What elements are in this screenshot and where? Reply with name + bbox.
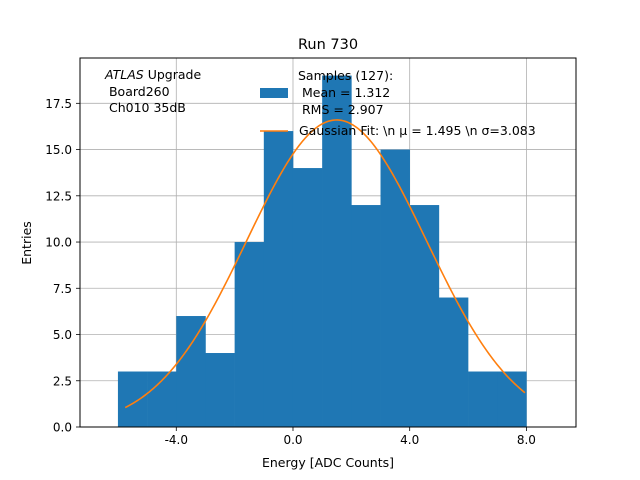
y-tick-label-0: 0.0: [53, 421, 72, 435]
gaussian-fit: [124, 119, 526, 409]
histogram-bar-9: [380, 149, 410, 427]
legend-samples-line-1: Samples (127):: [298, 68, 393, 83]
x-tick-label-0: -4.0: [165, 433, 188, 447]
histogram-bar-5: [263, 131, 294, 427]
histogram-bar-12: [468, 371, 498, 427]
y-tick-label-3: 7.5: [53, 282, 72, 296]
legend: Samples (127): Mean = 1.312 RMS = 2.907 …: [260, 68, 536, 138]
histogram-bar-6: [292, 168, 323, 428]
x-tick-label-2: 4.0: [400, 433, 419, 447]
y-axis-label: Entries: [19, 221, 34, 265]
y-tick-label-7: 17.5: [45, 97, 72, 111]
legend-samples-line-2: Mean = 1.312: [298, 85, 390, 100]
axes-frame: [79, 57, 577, 428]
x-axis-label: Energy [ADC Counts]: [262, 455, 394, 470]
histogram-bar-8: [351, 205, 381, 427]
histogram-bar-3: [205, 353, 235, 427]
annotation-line-2: Board260: [105, 84, 170, 99]
y-tick-label-2: 5.0: [53, 328, 72, 342]
gaussian-fit-line: [124, 119, 526, 409]
y-tick-label-1: 2.5: [53, 374, 72, 388]
atlas-annotation: ATLAS Upgrade Board260 Ch010 35dB: [104, 67, 201, 115]
histogram-bar-7: [322, 75, 352, 428]
legend-samples-line-3: RMS = 2.907: [298, 102, 384, 117]
histogram-bar-0: [117, 371, 148, 427]
histogram-bar-11: [438, 297, 469, 427]
legend-fit-label: Gaussian Fit: \n μ = 1.495 \n σ=3.083: [299, 123, 536, 138]
histogram-bars: [117, 75, 527, 428]
histogram-bar-10: [409, 205, 440, 427]
histogram-bar-4: [234, 242, 265, 427]
y-tick-label-4: 10.0: [45, 236, 72, 250]
annotation-line-1: ATLAS Upgrade: [104, 67, 201, 82]
chart-title: Run 730: [298, 37, 358, 53]
annotation-line-3: Ch010 35dB: [105, 100, 186, 115]
histogram-bar-2: [176, 316, 206, 427]
annotation-atlas: ATLAS: [104, 67, 144, 82]
annotation-upgrade: Upgrade: [144, 67, 202, 82]
x-tick-label-1: 0.0: [283, 433, 302, 447]
y-tick-label-6: 15.0: [45, 143, 72, 157]
histogram-bar-13: [497, 371, 527, 427]
legend-swatch-samples: [260, 88, 288, 98]
y-tick-label-5: 12.5: [45, 189, 72, 203]
axis-ticks: -4.0 0.0 4.0 8.0 0.0 2.5 5.0 7.5 10.0 12.5 15.0 17.…: [45, 97, 536, 447]
x-tick-label-3: 8.0: [517, 433, 536, 447]
